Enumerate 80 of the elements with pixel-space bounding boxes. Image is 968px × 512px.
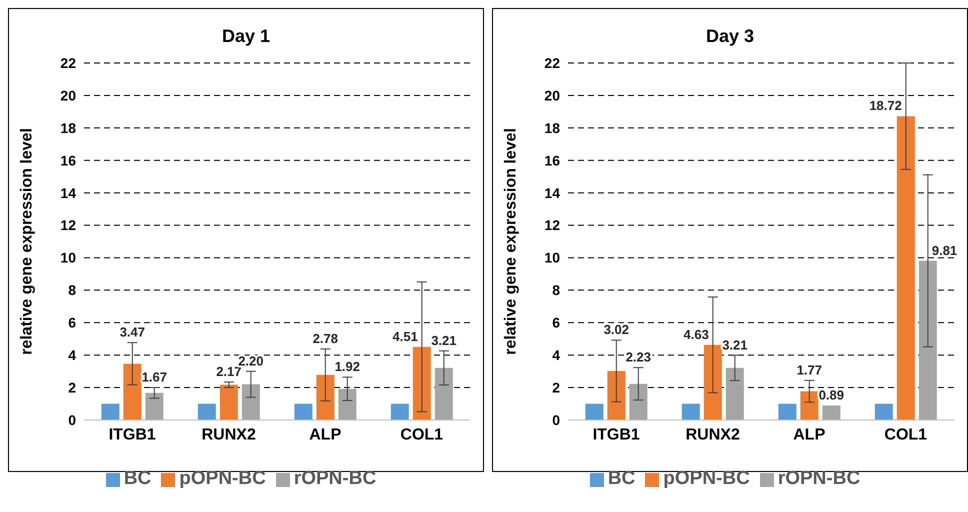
y-tick-label: 16 [60,152,76,168]
bar [778,404,796,420]
bar [918,260,937,420]
y-axis-title: relative gene expression level [18,128,36,355]
data-label: 2.23 [626,350,652,365]
bar [896,116,915,420]
y-tick-label: 2 [68,380,76,396]
bar [220,384,238,420]
data-label: 2.78 [312,330,338,346]
y-tick-label: 14 [544,184,560,201]
y-tick-label: 4 [68,347,76,364]
bar [390,404,409,420]
x-tick-label: COL1 [884,426,928,444]
y-tick-label: 20 [544,87,560,104]
bar [412,346,431,420]
y-tick-label: 12 [544,217,560,234]
legend-label: pOPN-BC [663,468,750,489]
data-label: 3.47 [120,324,146,340]
y-tick-label: 10 [544,250,560,266]
y-tick-label: 8 [68,282,76,298]
y-tick-label: 6 [68,314,76,331]
bar [101,404,120,420]
y-tick-label: 18 [544,120,560,136]
data-label: 1.92 [334,359,360,374]
y-tick-label: 16 [544,152,560,168]
chart-title: Day 3 [704,26,756,47]
data-label: 4.51 [392,328,418,344]
bar [434,368,453,420]
y-tick-label: 14 [60,184,76,201]
y-tick-label: 12 [60,217,76,234]
x-tick-label: ALP [793,426,826,444]
data-label: 3.02 [604,322,630,338]
y-tick-label: 8 [552,282,560,298]
bar [585,404,604,420]
bar [874,404,893,420]
data-label: 0.89 [818,388,844,403]
bar [316,374,334,420]
bar [242,384,260,420]
chart-title: Day 1 [220,26,272,47]
bar [629,384,648,420]
legend-label: pOPN-BC [179,468,266,489]
bar [294,404,312,420]
bar [145,392,164,420]
y-tick-label: 22 [60,54,76,71]
y-tick-label: 2 [552,380,560,396]
y-tick-label: 10 [60,250,76,266]
bar [123,364,142,420]
bar [682,404,700,420]
y-tick-label: 0 [68,412,76,428]
bar [607,370,626,420]
x-tick-label: RUNX2 [202,426,256,444]
legend-label: BC [608,468,636,489]
y-tick-label: 18 [60,120,76,136]
bar [338,388,356,420]
bar [800,391,818,420]
x-tick-label: COL1 [400,426,444,444]
legend-label: BC [124,468,152,489]
data-label: 1.77 [796,362,822,378]
x-tick-label: ITGB1 [592,426,640,444]
y-tick-label: 4 [552,347,560,364]
data-label: 3.21 [431,332,457,348]
x-tick-label: ITGB1 [108,426,156,444]
x-tick-label: RUNX2 [686,426,740,444]
legend-label: rOPN-BC [294,468,376,489]
y-tick-label: 22 [544,54,560,71]
bar [726,368,744,420]
legend-label: rOPN-BC [778,468,860,489]
bar [822,406,840,420]
bar [198,404,216,420]
data-label: 3.21 [722,337,748,352]
data-label: 4.63 [684,326,709,342]
data-label: 9.81 [932,242,958,258]
y-axis-title: relative gene expression level [502,128,520,355]
data-label: 18.72 [869,98,902,114]
bar [704,344,722,420]
x-tick-label: ALP [309,426,342,444]
y-tick-label: 6 [552,314,560,331]
data-label: 1.67 [142,370,168,385]
y-tick-label: 20 [60,87,76,104]
y-tick-label: 0 [552,412,560,428]
